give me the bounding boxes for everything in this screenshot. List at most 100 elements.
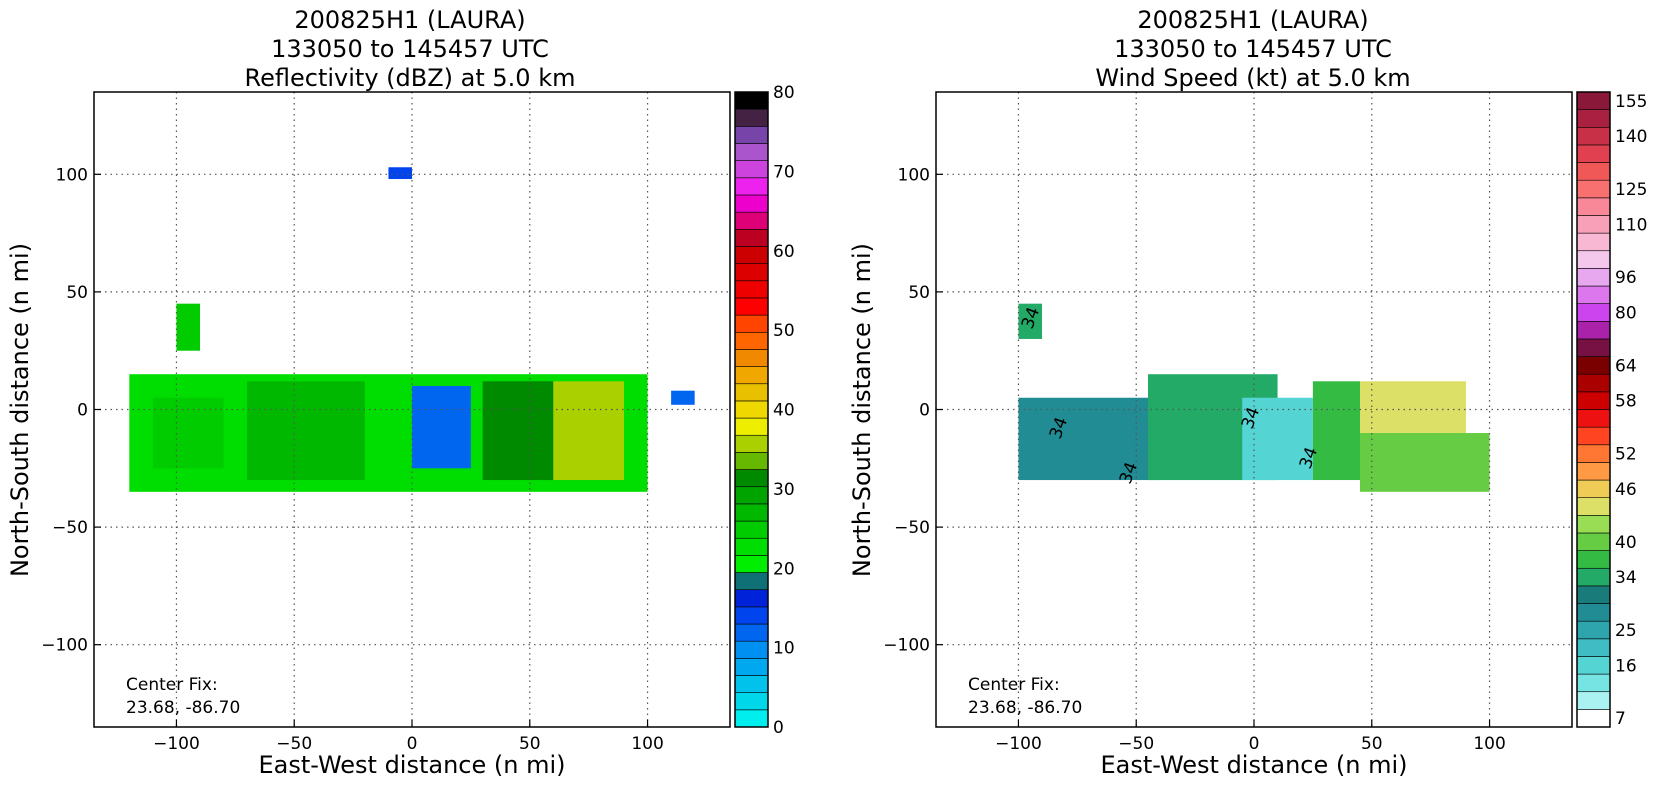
colorbar-segment [734, 658, 769, 676]
colorbar-segment [1576, 479, 1611, 498]
colorbar-segment [734, 194, 769, 213]
colorbar-segment [1576, 303, 1611, 322]
colorbar-segment [734, 469, 769, 488]
x-tick-label: −50 [1118, 734, 1154, 754]
colorbar-tick-label: 40 [773, 401, 795, 421]
field-cell [1312, 381, 1360, 481]
colorbar-segment [734, 434, 769, 453]
colorbar-tick-label: 25 [1615, 621, 1637, 641]
y-axis-label: North-South distance (n mi) [6, 243, 34, 577]
colorbar-tick-label: 34 [1615, 568, 1637, 588]
colorbar-segment [734, 297, 769, 316]
colorbar-segment [734, 280, 769, 299]
colorbar-segment [734, 503, 769, 522]
center-fix-label: Center Fix: [968, 675, 1060, 695]
colorbar-segment [1576, 673, 1611, 693]
colorbar-segment [1576, 162, 1611, 181]
colorbar-segment [734, 640, 769, 659]
colorbar-segment [1576, 409, 1611, 428]
y-tick-label: 100 [56, 165, 88, 185]
colorbar-segment [734, 331, 769, 350]
colorbar-segment [734, 675, 769, 693]
x-tick-label: 50 [519, 734, 541, 754]
colorbar-segment [1576, 515, 1611, 534]
colorbar-tick-label: 125 [1615, 180, 1647, 200]
colorbar-tick-label: 40 [1615, 533, 1637, 553]
colorbar-tick-label: 60 [773, 242, 795, 262]
field-cell [1018, 303, 1042, 339]
title-line-3: Reflectivity (dBZ) at 5.0 km [245, 64, 576, 92]
field-cell [176, 303, 200, 351]
colorbar-segment [1576, 250, 1611, 269]
colorbar-frame [1576, 91, 1611, 728]
colorbar-tick-label: 58 [1615, 392, 1637, 412]
y-tick-label: 50 [66, 283, 88, 303]
center-fix-value: 23.68, -86.70 [968, 698, 1082, 718]
wind-speed-panel: 200825H1 (LAURA) 133050 to 145457 UTC Wi… [848, 6, 1647, 779]
x-tick-label: −100 [995, 734, 1042, 754]
title-line-3: Wind Speed (kt) at 5.0 km [1095, 64, 1410, 92]
colorbar-tick-label: 64 [1615, 356, 1637, 376]
title-line-1: 200825H1 (LAURA) [294, 6, 525, 34]
colorbar-tick-label: 46 [1615, 480, 1637, 500]
colorbar-tick-label: 52 [1615, 445, 1637, 465]
colorbar-segment [734, 91, 769, 110]
colorbar-segment [734, 160, 769, 179]
colorbar-tick-label: 50 [773, 321, 795, 341]
colorbar-segment [1576, 444, 1611, 463]
colorbar-segment [1576, 91, 1611, 110]
x-axis-label: East-West distance (n mi) [258, 751, 565, 779]
colorbar-segment [1576, 109, 1611, 128]
x-tick-label: −50 [276, 734, 312, 754]
colorbar: 0 10 20 30 40 50 60 70 80 [734, 83, 795, 738]
colorbar-tick-label: 16 [1615, 656, 1637, 676]
colorbar-segment [1576, 215, 1611, 234]
colorbar-segment [1576, 620, 1611, 640]
colorbar-segment [1576, 285, 1611, 304]
colorbar-segment [1576, 232, 1611, 252]
y-ticks: −100 −50 0 50 100 [883, 165, 943, 656]
colorbar-tick-label: 80 [773, 83, 795, 103]
colorbar-segment [734, 177, 769, 196]
y-tick-label: −50 [52, 518, 88, 538]
colorbar-segment [1576, 321, 1611, 340]
colorbar-segment [734, 709, 769, 728]
colorbar-segment [734, 126, 769, 144]
field-cell [152, 397, 224, 469]
x-tick-label: 100 [1473, 734, 1505, 754]
colorbar-segment [1576, 338, 1611, 357]
colorbar-tick-label: 110 [1615, 215, 1647, 235]
field-cell [671, 390, 695, 405]
y-tick-label: −100 [883, 636, 930, 656]
colorbar-segment [1576, 144, 1611, 163]
colorbar-segment [734, 263, 769, 282]
colorbar-segment [1576, 567, 1611, 587]
y-ticks: −100 −50 0 50 100 [41, 165, 101, 656]
center-fix-value: 23.68, -86.70 [126, 698, 240, 718]
colorbar-segment [1576, 179, 1611, 199]
colorbar-segment [734, 555, 769, 573]
colorbar-tick-label: 0 [773, 718, 784, 738]
colorbar-segment [734, 400, 769, 419]
y-tick-label: −50 [894, 518, 930, 538]
colorbar: 7 16 25 34 40 46 52 58 64 80 96 110 125 140 155 [1576, 91, 1647, 729]
colorbar-segment [734, 589, 769, 608]
colorbar-segment [734, 314, 769, 333]
colorbar-segment [734, 486, 769, 505]
colorbar-segment [1576, 356, 1611, 375]
colorbar-tick-label: 30 [773, 480, 795, 500]
colorbar-tick-label: 7 [1615, 709, 1626, 729]
colorbar-segment [1576, 197, 1611, 216]
colorbar-segment [734, 537, 769, 556]
colorbar-segment [1576, 426, 1611, 446]
colorbar-segment [1576, 638, 1611, 657]
y-tick-label: 100 [898, 165, 930, 185]
field-cell [482, 381, 554, 481]
field-cell [247, 381, 365, 481]
field-cell [1360, 433, 1490, 492]
colorbar-segment [1576, 656, 1611, 675]
colorbar-tick-label: 155 [1615, 92, 1647, 112]
colorbar-tick-label: 140 [1615, 127, 1647, 147]
colorbar-segment [734, 228, 769, 247]
colorbar-segment [1576, 691, 1611, 710]
